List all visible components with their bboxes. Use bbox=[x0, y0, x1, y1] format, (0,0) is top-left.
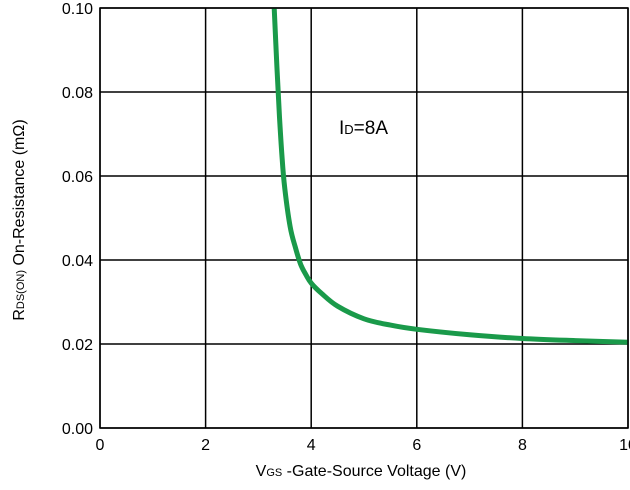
y-tick-label-2: 0.04 bbox=[62, 253, 93, 270]
x-axis-label-sub: GS bbox=[266, 467, 282, 479]
y-tick-label-0: 0.00 bbox=[62, 421, 93, 438]
annotation-main: I bbox=[339, 118, 344, 139]
x-tick-label-3: 6 bbox=[412, 437, 421, 454]
y-tick-label-1: 0.02 bbox=[62, 337, 93, 354]
y-axis-label-main: R bbox=[11, 309, 28, 321]
x-tick-label-1: 2 bbox=[201, 437, 210, 454]
x-axis-label-rest: -Gate-Source Voltage (V) bbox=[282, 463, 466, 480]
series-line-0 bbox=[271, 7, 629, 345]
y-tick-labels: 0.00 0.02 0.04 0.06 0.08 0.10 bbox=[62, 1, 93, 438]
annotation-rest: =8A bbox=[354, 118, 389, 139]
y-axis-label: RDS(ON) On-Resistance (mΩ) bbox=[11, 119, 28, 320]
current-annotation: ID=8A bbox=[339, 118, 388, 139]
x-axis-label-main: V bbox=[256, 463, 267, 480]
y-tick-label-4: 0.08 bbox=[62, 85, 93, 102]
y-axis-label-rest: On-Resistance (mΩ) bbox=[11, 119, 28, 270]
x-tick-label-5: 10 bbox=[619, 437, 630, 454]
plot-frame bbox=[99, 7, 629, 429]
y-tick-label-3: 0.06 bbox=[62, 169, 93, 186]
x-axis-label: VGS -Gate-Source Voltage (V) bbox=[256, 463, 467, 480]
x-tick-labels: 0 2 4 6 8 10 bbox=[96, 437, 630, 454]
series-layer bbox=[271, 7, 629, 345]
x-tick-label-2: 4 bbox=[307, 437, 316, 454]
y-tick-label-5: 0.10 bbox=[62, 1, 93, 18]
y-axis-label-sub: DS(ON) bbox=[15, 270, 27, 309]
annotation-sub: D bbox=[344, 122, 353, 137]
x-tick-label-4: 8 bbox=[518, 437, 527, 454]
x-tick-label-0: 0 bbox=[96, 437, 105, 454]
grid-lines bbox=[99, 7, 629, 429]
